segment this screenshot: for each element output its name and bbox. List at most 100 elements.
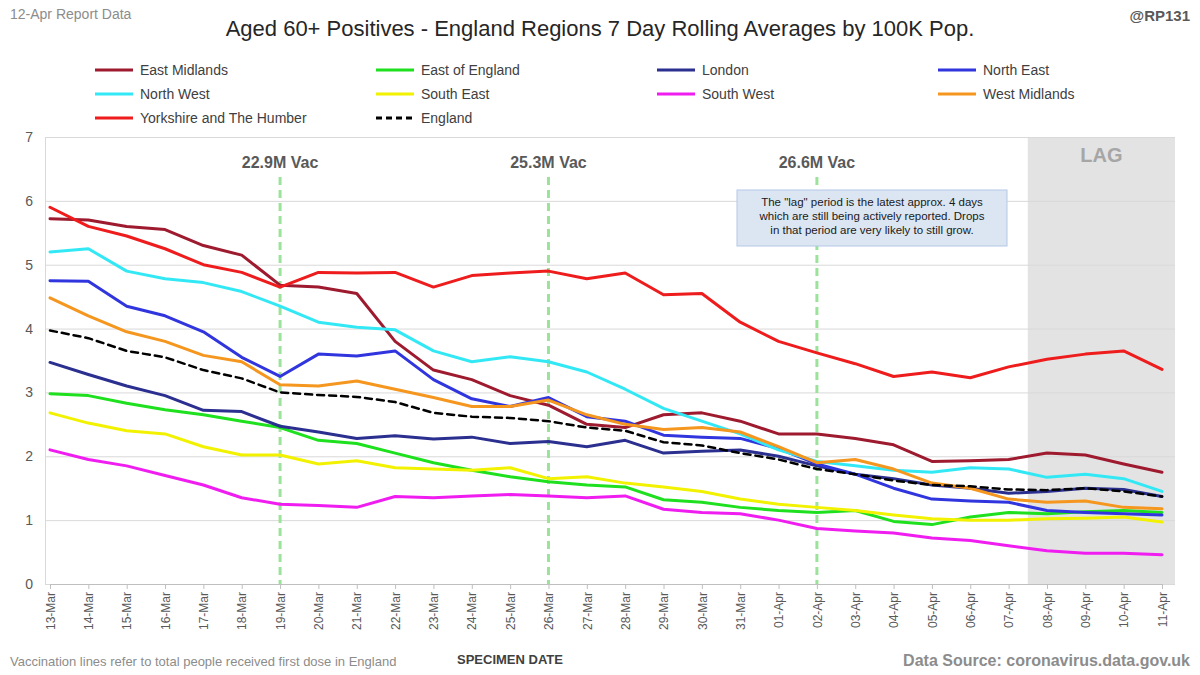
- legend-label: Yorkshire and The Humber: [140, 110, 307, 126]
- y-tick-label: 5: [25, 257, 33, 273]
- y-tick-label: 1: [25, 512, 33, 528]
- legend-swatch: [95, 117, 133, 120]
- title: Aged 60+ Positives - England Regions 7 D…: [226, 16, 975, 41]
- x-tick: 24-Mar: [465, 584, 479, 630]
- y-tick-label: 2: [25, 448, 33, 464]
- legend-item: North West: [95, 86, 210, 102]
- y-tick: 0: [25, 576, 1175, 592]
- x-tick-mark: [242, 584, 243, 589]
- legend-label: North West: [140, 86, 210, 102]
- x-tick-label: 06-Apr: [964, 592, 978, 628]
- x-tick-mark: [702, 584, 703, 589]
- x-tick-mark: [318, 584, 319, 589]
- x-tick: 05-Apr: [926, 584, 940, 628]
- series-line: [50, 219, 1162, 473]
- x-tick-mark: [280, 584, 281, 589]
- legend-item: North East: [938, 62, 1049, 78]
- vaccination-label: 22.9M Vac: [242, 154, 319, 171]
- x-tick-label: 19-Mar: [274, 592, 288, 630]
- x-tick: 23-Mar: [427, 584, 441, 630]
- x-tick-label: 04-Apr: [887, 592, 901, 628]
- y-axis: 01234567: [25, 129, 1175, 592]
- x-tick: 03-Apr: [849, 584, 863, 628]
- x-tick: 06-Apr: [964, 584, 978, 628]
- x-tick-label: 21-Mar: [350, 592, 364, 630]
- legend-item: London: [657, 62, 749, 78]
- legend-label: North East: [983, 62, 1049, 78]
- series-line: [50, 450, 1162, 555]
- x-tick-mark: [740, 584, 741, 589]
- x-tick-mark: [817, 584, 818, 589]
- x-tick-label: 30-Mar: [696, 592, 710, 630]
- x-tick-label: 28-Mar: [619, 592, 633, 630]
- x-tick-label: 09-Apr: [1079, 592, 1093, 628]
- legend-label: England: [421, 110, 472, 126]
- grid-line: [45, 329, 1175, 330]
- x-tick-mark: [548, 584, 549, 589]
- legend-label: South West: [702, 86, 774, 102]
- legend-swatch: [376, 69, 414, 72]
- legend-label: South East: [421, 86, 490, 102]
- x-tick: 14-Mar: [82, 584, 96, 630]
- x-tick-mark: [587, 584, 588, 589]
- credit: @RP131: [1130, 7, 1191, 24]
- y-tick: 5: [25, 257, 1175, 273]
- x-tick-label: 17-Mar: [197, 592, 211, 630]
- legend-swatch: [95, 69, 133, 72]
- legend-label: West Midlands: [983, 86, 1075, 102]
- grid-line: [45, 137, 1175, 138]
- x-tick-mark: [127, 584, 128, 589]
- x-tick-label: 13-Mar: [44, 592, 58, 630]
- legend-label: East Midlands: [140, 62, 228, 78]
- x-tick-label: 26-Mar: [542, 592, 556, 630]
- x-tick-mark: [1162, 584, 1163, 589]
- legend-swatch: [657, 93, 695, 96]
- x-tick-label: 24-Mar: [465, 592, 479, 630]
- x-axis-title: SPECIMEN DATE: [457, 652, 563, 667]
- y-axis-line: [45, 138, 46, 585]
- series-line: [50, 394, 1162, 525]
- x-tick: 18-Mar: [235, 584, 249, 630]
- legend-label: East of England: [421, 62, 520, 78]
- x-tick-label: 10-Apr: [1117, 592, 1131, 628]
- x-tick-mark: [779, 584, 780, 589]
- x-tick: 20-Mar: [312, 584, 326, 630]
- x-tick: 13-Mar: [44, 584, 58, 630]
- x-tick-label: 20-Mar: [312, 592, 326, 630]
- x-tick: 01-Apr: [772, 584, 786, 628]
- x-tick-label: 08-Apr: [1041, 592, 1055, 628]
- x-tick-mark: [395, 584, 396, 589]
- x-tick-mark: [970, 584, 971, 589]
- x-tick-label: 07-Apr: [1002, 592, 1016, 628]
- series-line: [50, 330, 1162, 496]
- legend-item: South West: [657, 86, 774, 102]
- legend-swatch: [938, 93, 976, 96]
- x-tick-label: 29-Mar: [657, 592, 671, 630]
- x-tick: 02-Apr: [811, 584, 825, 628]
- legend-swatch: [657, 69, 695, 72]
- x-tick-mark: [203, 584, 204, 589]
- x-tick: 07-Apr: [1002, 584, 1016, 628]
- note-text: The "lag" period is the latest approx. 4…: [761, 196, 983, 208]
- x-tick-mark: [433, 584, 434, 589]
- x-tick: 10-Apr: [1117, 584, 1131, 628]
- vaccination-label: 26.6M Vac: [779, 154, 856, 171]
- x-tick: 11-Apr: [1156, 584, 1170, 627]
- y-tick-label: 3: [25, 384, 33, 400]
- x-tick-label: 05-Apr: [926, 592, 940, 628]
- x-tick-label: 15-Mar: [120, 592, 134, 630]
- x-axis-line: [51, 584, 1163, 585]
- x-tick-mark: [1124, 584, 1125, 589]
- source: Data Source: coronavirus.data.gov.uk: [903, 652, 1190, 669]
- x-tick: 22-Mar: [389, 584, 403, 630]
- grid-line: [45, 456, 1175, 457]
- x-tick: 04-Apr: [887, 584, 901, 628]
- footnote: Vaccination lines refer to total people …: [10, 654, 396, 669]
- x-tick-mark: [1009, 584, 1010, 589]
- x-tick: 26-Mar: [542, 584, 556, 630]
- legend-swatch: [938, 69, 976, 72]
- x-tick: 31-Mar: [734, 584, 748, 630]
- series-line: [50, 207, 1162, 377]
- grid-line: [45, 584, 1175, 585]
- x-axis: 13-Mar14-Mar15-Mar16-Mar17-Mar18-Mar19-M…: [44, 584, 1170, 630]
